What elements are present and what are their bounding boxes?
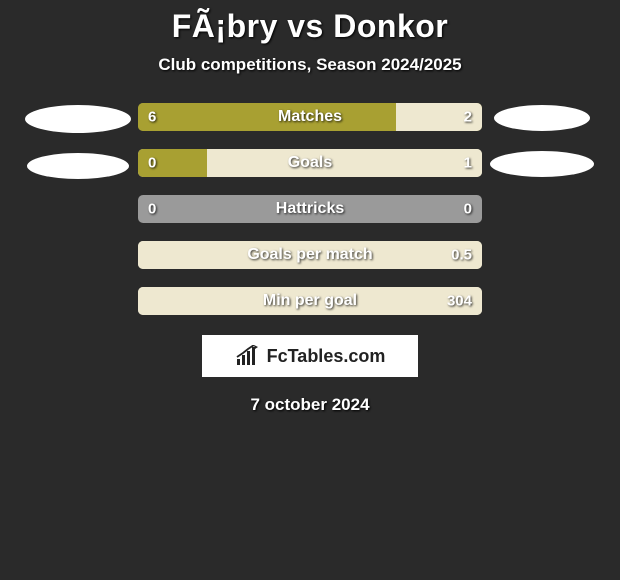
bar-fill-right	[207, 149, 482, 177]
bar-value-right: 0	[464, 201, 472, 218]
bar-fill-left	[138, 103, 396, 131]
right-player-ellipse	[494, 105, 590, 131]
right-player-ellipse	[490, 151, 594, 177]
bar-metric-label: Min per goal	[263, 292, 357, 310]
right-ellipse-col	[482, 103, 602, 177]
bar-value-right: 304	[447, 293, 472, 310]
comparison-card: FÃ¡bry vs Donkor Club competitions, Seas…	[0, 0, 620, 415]
stat-bar: 0 1 Goals	[138, 149, 482, 177]
stat-bar: 0.5 Goals per match	[138, 241, 482, 269]
bar-metric-label: Hattricks	[276, 200, 344, 218]
bar-value-left: 6	[148, 109, 156, 126]
bar-value-right: 0.5	[451, 247, 472, 264]
bar-chart-icon	[235, 345, 261, 367]
chart-area: 6 2 Matches 0 1 Goals 0 0 Hattricks 0.5 Goals per …	[0, 103, 620, 315]
bar-value-right: 2	[464, 109, 472, 126]
left-ellipse-col	[18, 103, 138, 179]
bar-value-left: 0	[148, 155, 156, 172]
brand-logo-text: FcTables.com	[267, 346, 386, 367]
bar-value-right: 1	[464, 155, 472, 172]
stat-bar: 0 0 Hattricks	[138, 195, 482, 223]
bar-metric-label: Goals per match	[247, 246, 372, 264]
footer-date: 7 october 2024	[0, 395, 620, 415]
brand-logo[interactable]: FcTables.com	[202, 335, 418, 377]
bar-value-left: 0	[148, 201, 156, 218]
bar-metric-label: Goals	[288, 154, 332, 172]
page-title: FÃ¡bry vs Donkor	[0, 8, 620, 45]
stat-bar: 6 2 Matches	[138, 103, 482, 131]
bar-metric-label: Matches	[278, 108, 342, 126]
stat-bar: 304 Min per goal	[138, 287, 482, 315]
left-player-ellipse	[25, 105, 131, 133]
left-player-ellipse	[27, 153, 129, 179]
page-subtitle: Club competitions, Season 2024/2025	[0, 55, 620, 75]
bars-column: 6 2 Matches 0 1 Goals 0 0 Hattricks 0.5 Goals per …	[138, 103, 482, 315]
